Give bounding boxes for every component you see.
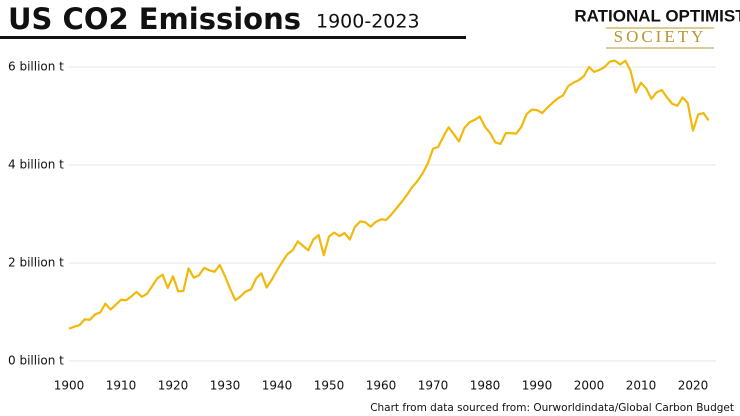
x-tick-label: 1900 xyxy=(54,379,85,393)
y-tick-label: 2 billion t xyxy=(8,256,64,270)
x-tick-label: 2020 xyxy=(678,379,709,393)
logo-line2: SOCIETY xyxy=(614,27,707,46)
x-tick-label: 1930 xyxy=(210,379,241,393)
data-line xyxy=(68,59,710,330)
x-tick-label: 2000 xyxy=(574,379,605,393)
x-tick-label: 1980 xyxy=(470,379,501,393)
y-tick-label: 4 billion t xyxy=(8,158,64,172)
x-tick-label: 1990 xyxy=(522,379,553,393)
x-tick-label: 1970 xyxy=(418,379,449,393)
x-tick-label: 1960 xyxy=(366,379,397,393)
x-tick-label: 1940 xyxy=(262,379,293,393)
source-note: Chart from data sourced from: Ourworldin… xyxy=(370,402,734,414)
chart-subtitle: 1900-2023 xyxy=(316,11,420,33)
y-tick-label: 6 billion t xyxy=(8,60,64,74)
chart-title: US CO2 Emissions xyxy=(8,2,301,36)
x-tick-label: 1920 xyxy=(158,379,189,393)
x-tick-label: 1910 xyxy=(106,379,137,393)
logo-line1: RATIONAL OPTIMIST xyxy=(574,6,740,25)
x-tick-label: 2010 xyxy=(626,379,657,393)
title-rule xyxy=(0,36,466,39)
y-tick-label: 0 billion t xyxy=(8,354,64,368)
x-tick-label: 1950 xyxy=(314,379,345,393)
